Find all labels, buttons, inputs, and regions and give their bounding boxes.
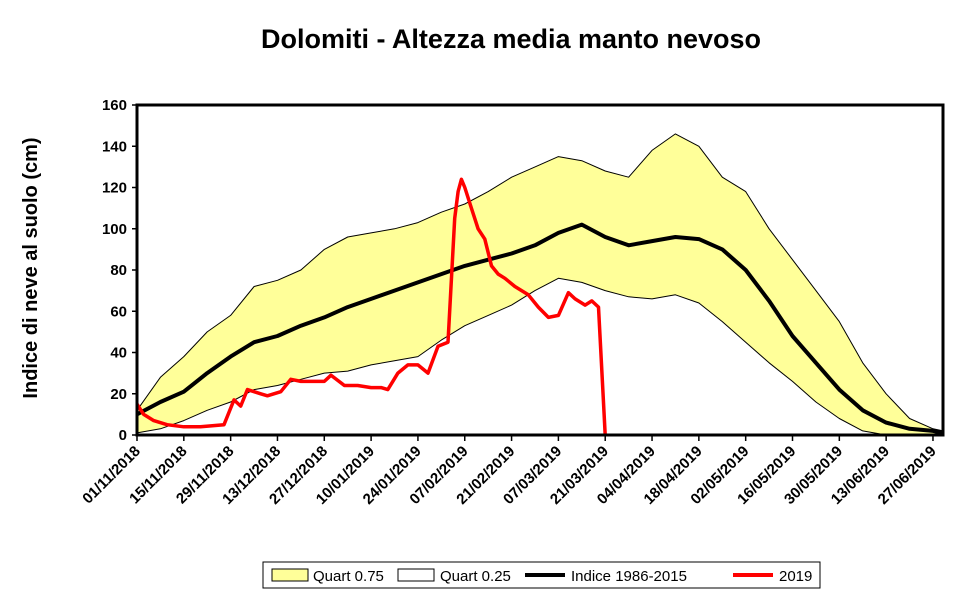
y-tick-label: 120 [102, 180, 127, 197]
y-tick-label: 100 [102, 221, 127, 238]
legend: Quart 0.75 Quart 0.25 Indice 1986-2015 2… [262, 561, 821, 589]
y-tick-label: 0 [119, 427, 127, 444]
y-tick-label: 140 [102, 138, 127, 155]
legend-swatch-quart075 [271, 568, 309, 582]
legend-label-quart075: Quart 0.75 [313, 568, 384, 585]
legend-label-quart025: Quart 0.25 [440, 568, 511, 585]
y-tick-label: 60 [110, 303, 127, 320]
legend-label-2019: 2019 [779, 568, 812, 585]
chart-title: Dolomiti - Altezza media manto nevoso [261, 24, 761, 54]
x-axis: 01/11/201815/11/201829/11/201813/12/2018… [79, 435, 940, 508]
y-axis-label: Indice di neve al suolo (cm) [20, 137, 42, 398]
y-axis: 0 20 40 60 80 100 120 140 160 [102, 97, 137, 444]
y-tick-label: 20 [110, 386, 127, 403]
y-tick-label: 160 [102, 97, 127, 114]
legend-swatch-quart025 [397, 568, 435, 582]
series-line-quart075 [136, 133, 944, 432]
quartile-band [137, 133, 943, 435]
series-line-indice [136, 222, 944, 435]
series-line-quart025 [136, 277, 943, 436]
y-tick-label: 40 [110, 345, 127, 362]
series-lines [135, 133, 944, 436]
quartile-band-fill [137, 133, 943, 435]
legend-label-indice: Indice 1986-2015 [571, 568, 687, 585]
y-tick-label: 80 [110, 262, 127, 279]
series-line-2019 [135, 177, 607, 436]
